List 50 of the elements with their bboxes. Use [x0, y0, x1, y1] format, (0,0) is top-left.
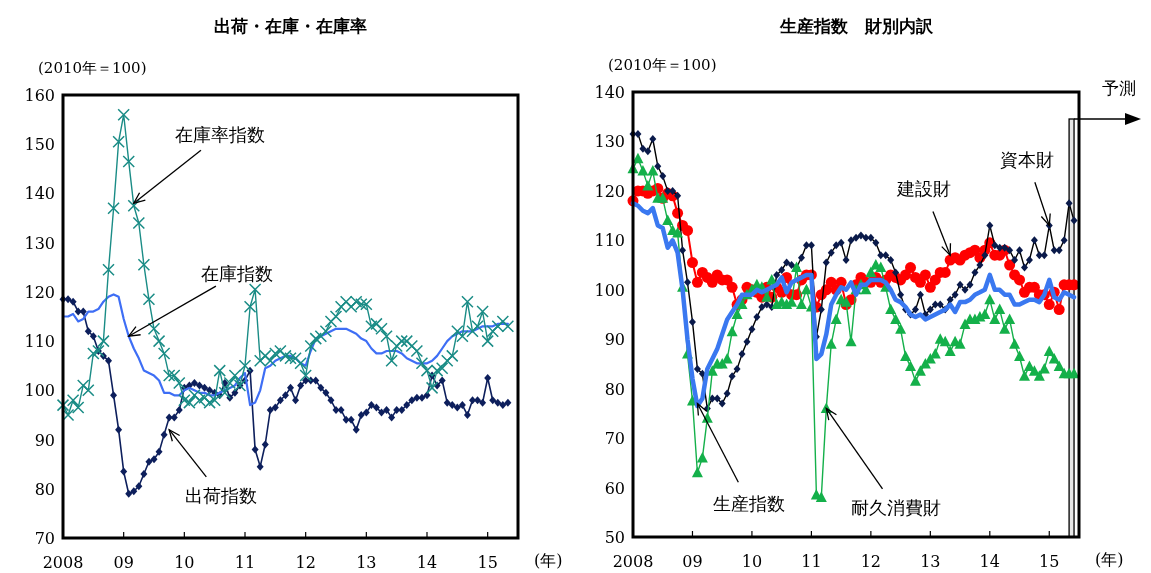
x-axis-title: (年): [1095, 550, 1124, 569]
y-tick-label: 130: [594, 132, 625, 152]
annotation: 建設財: [896, 178, 952, 200]
chart-title: 出荷・在庫・在庫率: [214, 16, 367, 36]
y-tick-label: 90: [34, 430, 55, 450]
y-axis-title: (2010年＝100): [608, 56, 717, 74]
x-tick-label: 15: [1039, 552, 1060, 571]
x-tick-label: 2008: [42, 553, 84, 572]
x-tick-label: 14: [416, 553, 438, 572]
y-tick-label: 70: [604, 429, 625, 449]
annotation: 在庫指数: [200, 263, 273, 285]
y-tick-label: 100: [594, 280, 625, 300]
y-tick-label: 150: [24, 135, 55, 155]
x-tick-label: 13: [356, 553, 377, 572]
y-tick-label: 140: [24, 184, 55, 204]
x-tick-label: 10: [741, 552, 763, 571]
y-tick-label: 80: [604, 379, 625, 399]
y-tick-label: 160: [24, 86, 55, 105]
x-axis-title: (年): [534, 551, 563, 570]
y-tick-label: 80: [34, 479, 55, 499]
x-tick-label: 10: [174, 553, 195, 572]
annotation: 耐久消費財: [851, 497, 942, 519]
x-tick-label: 11: [234, 553, 256, 572]
y-tick-label: 50: [604, 528, 625, 547]
x-tick-label: 14: [979, 552, 1000, 571]
annotation: 出荷指数: [185, 484, 258, 506]
y-tick-label: 120: [24, 282, 55, 302]
y-tick-label: 120: [594, 181, 625, 201]
chart-title: 生産指数 財別内訳: [778, 16, 934, 36]
x-tick-label: 11: [801, 552, 822, 571]
annotation: 生産指数: [713, 492, 786, 514]
annotation: 在庫率指数: [174, 124, 265, 146]
y-tick-label: 60: [604, 478, 625, 498]
x-tick-label: 12: [295, 553, 316, 572]
y-tick-label: 100: [24, 381, 55, 401]
y-tick-label: 130: [24, 233, 55, 253]
x-tick-label: 2008: [612, 552, 654, 571]
y-tick-label: 90: [604, 330, 625, 350]
band-label: 予測: [1102, 78, 1136, 98]
x-tick-label: 13: [920, 552, 941, 571]
y-tick-label: 110: [594, 231, 625, 251]
annotation: 資本財: [1000, 148, 1055, 170]
y-tick-label: 70: [34, 529, 55, 548]
y-tick-label: 140: [594, 83, 625, 102]
x-tick-label: 09: [682, 552, 703, 571]
y-axis-title: (2010年＝100): [38, 59, 147, 77]
x-tick-label: 12: [860, 552, 882, 571]
x-tick-label: 15: [477, 553, 498, 572]
y-tick-label: 110: [24, 332, 55, 352]
x-tick-label: 09: [113, 553, 134, 572]
